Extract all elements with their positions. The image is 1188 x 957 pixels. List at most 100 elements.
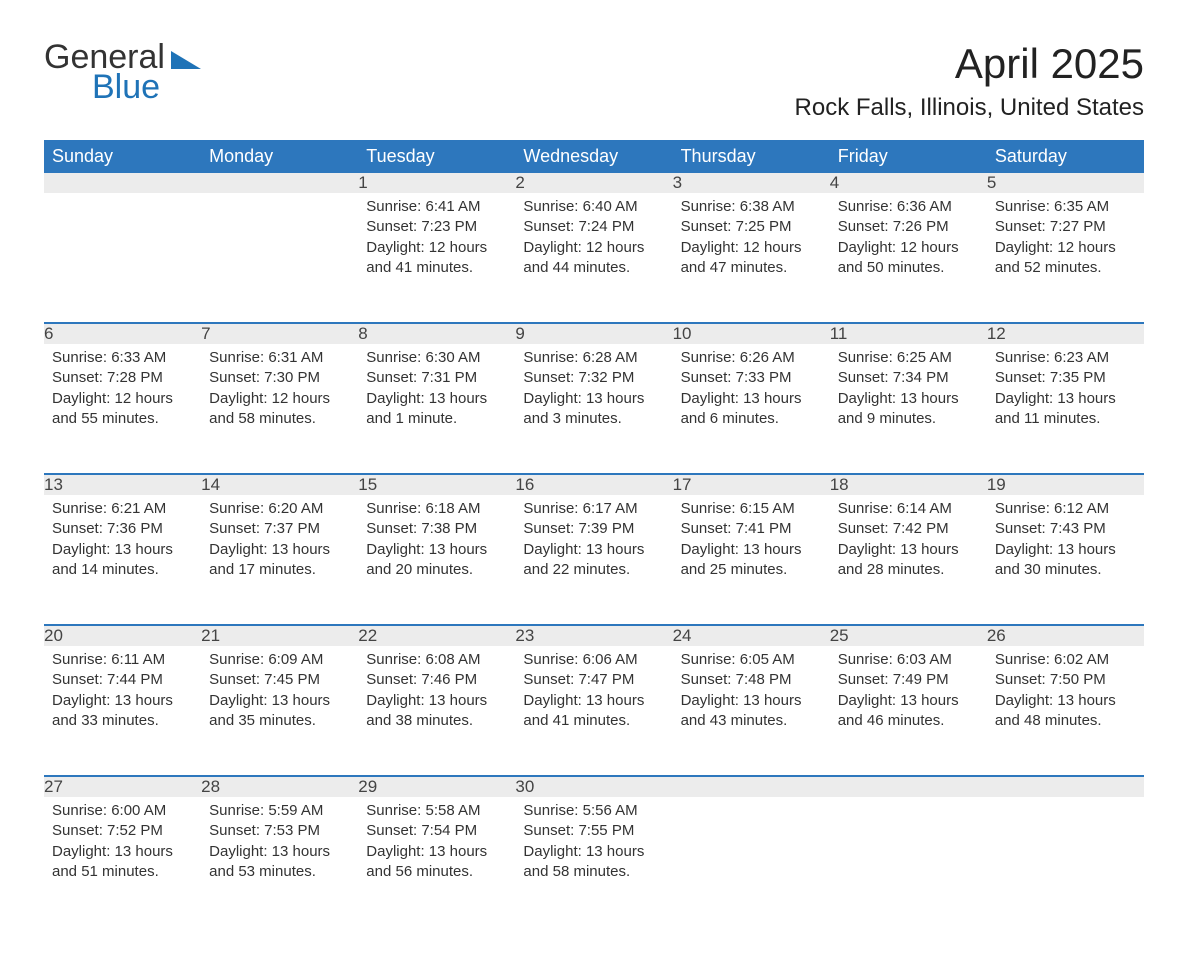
daylight-text: Daylight: 13 hours and 46 minutes.: [838, 691, 979, 732]
day-details: Sunrise: 6:35 AMSunset: 7:27 PMDaylight:…: [987, 193, 1144, 288]
daylight-text: Daylight: 13 hours and 58 minutes.: [523, 842, 664, 883]
day-number-cell: 1: [358, 173, 515, 193]
sunrise-text: Sunrise: 6:09 AM: [209, 650, 350, 670]
day-cell: Sunrise: 6:31 AMSunset: 7:30 PMDaylight:…: [201, 344, 358, 474]
day-details: Sunrise: 6:05 AMSunset: 7:48 PMDaylight:…: [673, 646, 830, 741]
day-cell: Sunrise: 5:58 AMSunset: 7:54 PMDaylight:…: [358, 797, 515, 927]
sunset-text: Sunset: 7:50 PM: [995, 670, 1136, 690]
day-cell: [673, 797, 830, 927]
sunset-text: Sunset: 7:45 PM: [209, 670, 350, 690]
daylight-text: Daylight: 13 hours and 11 minutes.: [995, 389, 1136, 430]
day-number-cell: [987, 776, 1144, 797]
logo: General Blue: [44, 40, 201, 104]
daylight-text: Daylight: 13 hours and 56 minutes.: [366, 842, 507, 883]
day-cell: Sunrise: 6:35 AMSunset: 7:27 PMDaylight:…: [987, 193, 1144, 323]
sunset-text: Sunset: 7:52 PM: [52, 821, 193, 841]
sunset-text: Sunset: 7:55 PM: [523, 821, 664, 841]
day-number-cell: [673, 776, 830, 797]
sunrise-text: Sunrise: 5:59 AM: [209, 801, 350, 821]
day-details: Sunrise: 6:00 AMSunset: 7:52 PMDaylight:…: [44, 797, 201, 892]
day-details: Sunrise: 6:28 AMSunset: 7:32 PMDaylight:…: [515, 344, 672, 439]
day-number-cell: 24: [673, 625, 830, 646]
day-header: Sunday: [44, 140, 201, 173]
day-details: Sunrise: 6:33 AMSunset: 7:28 PMDaylight:…: [44, 344, 201, 439]
day-number-cell: 22: [358, 625, 515, 646]
day-number-cell: 20: [44, 625, 201, 646]
month-title: April 2025: [795, 40, 1144, 88]
sunrise-text: Sunrise: 6:21 AM: [52, 499, 193, 519]
day-details: Sunrise: 5:56 AMSunset: 7:55 PMDaylight:…: [515, 797, 672, 892]
day-cell: Sunrise: 6:23 AMSunset: 7:35 PMDaylight:…: [987, 344, 1144, 474]
day-cell: Sunrise: 6:25 AMSunset: 7:34 PMDaylight:…: [830, 344, 987, 474]
sunrise-text: Sunrise: 6:11 AM: [52, 650, 193, 670]
day-cell: Sunrise: 5:59 AMSunset: 7:53 PMDaylight:…: [201, 797, 358, 927]
day-details: Sunrise: 6:38 AMSunset: 7:25 PMDaylight:…: [673, 193, 830, 288]
daylight-text: Daylight: 13 hours and 28 minutes.: [838, 540, 979, 581]
day-number-row: 20212223242526: [44, 625, 1144, 646]
sunset-text: Sunset: 7:36 PM: [52, 519, 193, 539]
day-cell: Sunrise: 6:38 AMSunset: 7:25 PMDaylight:…: [673, 193, 830, 323]
day-cell: Sunrise: 6:30 AMSunset: 7:31 PMDaylight:…: [358, 344, 515, 474]
day-number-cell: 27: [44, 776, 201, 797]
sunset-text: Sunset: 7:26 PM: [838, 217, 979, 237]
day-number-cell: 10: [673, 323, 830, 344]
sunrise-text: Sunrise: 6:15 AM: [681, 499, 822, 519]
daylight-text: Daylight: 13 hours and 33 minutes.: [52, 691, 193, 732]
day-number-cell: [201, 173, 358, 193]
daylight-text: Daylight: 13 hours and 51 minutes.: [52, 842, 193, 883]
day-details: Sunrise: 6:30 AMSunset: 7:31 PMDaylight:…: [358, 344, 515, 439]
sunrise-text: Sunrise: 6:30 AM: [366, 348, 507, 368]
daylight-text: Daylight: 13 hours and 3 minutes.: [523, 389, 664, 430]
sunset-text: Sunset: 7:49 PM: [838, 670, 979, 690]
day-number-cell: 16: [515, 474, 672, 495]
sunrise-text: Sunrise: 6:40 AM: [523, 197, 664, 217]
day-cell: Sunrise: 5:56 AMSunset: 7:55 PMDaylight:…: [515, 797, 672, 927]
sunrise-text: Sunrise: 6:38 AM: [681, 197, 822, 217]
day-number-row: 12345: [44, 173, 1144, 193]
location-text: Rock Falls, Illinois, United States: [795, 94, 1144, 122]
sunrise-text: Sunrise: 6:14 AM: [838, 499, 979, 519]
day-number-cell: 25: [830, 625, 987, 646]
daylight-text: Daylight: 13 hours and 17 minutes.: [209, 540, 350, 581]
sunset-text: Sunset: 7:48 PM: [681, 670, 822, 690]
day-details: Sunrise: 6:11 AMSunset: 7:44 PMDaylight:…: [44, 646, 201, 741]
day-number-cell: 9: [515, 323, 672, 344]
day-cell: Sunrise: 6:05 AMSunset: 7:48 PMDaylight:…: [673, 646, 830, 776]
day-number-cell: 4: [830, 173, 987, 193]
day-details: Sunrise: 6:25 AMSunset: 7:34 PMDaylight:…: [830, 344, 987, 439]
sunset-text: Sunset: 7:42 PM: [838, 519, 979, 539]
day-number-row: 13141516171819: [44, 474, 1144, 495]
day-header: Friday: [830, 140, 987, 173]
day-cell: Sunrise: 6:21 AMSunset: 7:36 PMDaylight:…: [44, 495, 201, 625]
day-number-cell: 8: [358, 323, 515, 344]
day-cell: Sunrise: 6:11 AMSunset: 7:44 PMDaylight:…: [44, 646, 201, 776]
sunset-text: Sunset: 7:23 PM: [366, 217, 507, 237]
day-details: Sunrise: 6:03 AMSunset: 7:49 PMDaylight:…: [830, 646, 987, 741]
day-number-cell: 21: [201, 625, 358, 646]
sunset-text: Sunset: 7:37 PM: [209, 519, 350, 539]
day-cell: Sunrise: 6:17 AMSunset: 7:39 PMDaylight:…: [515, 495, 672, 625]
day-cell: [201, 193, 358, 323]
day-cell: Sunrise: 6:09 AMSunset: 7:45 PMDaylight:…: [201, 646, 358, 776]
day-header: Thursday: [673, 140, 830, 173]
day-cell: Sunrise: 6:41 AMSunset: 7:23 PMDaylight:…: [358, 193, 515, 323]
day-details: Sunrise: 6:15 AMSunset: 7:41 PMDaylight:…: [673, 495, 830, 590]
day-cell: Sunrise: 6:20 AMSunset: 7:37 PMDaylight:…: [201, 495, 358, 625]
daylight-text: Daylight: 12 hours and 41 minutes.: [366, 238, 507, 279]
header: General Blue April 2025 Rock Falls, Illi…: [44, 40, 1144, 122]
sunrise-text: Sunrise: 5:58 AM: [366, 801, 507, 821]
day-details: Sunrise: 6:14 AMSunset: 7:42 PMDaylight:…: [830, 495, 987, 590]
logo-mark-icon: [171, 51, 201, 69]
day-details: Sunrise: 6:02 AMSunset: 7:50 PMDaylight:…: [987, 646, 1144, 741]
sunset-text: Sunset: 7:41 PM: [681, 519, 822, 539]
sunset-text: Sunset: 7:39 PM: [523, 519, 664, 539]
daylight-text: Daylight: 13 hours and 25 minutes.: [681, 540, 822, 581]
day-details: Sunrise: 6:40 AMSunset: 7:24 PMDaylight:…: [515, 193, 672, 288]
sunrise-text: Sunrise: 6:41 AM: [366, 197, 507, 217]
sunrise-text: Sunrise: 6:31 AM: [209, 348, 350, 368]
sunrise-text: Sunrise: 6:03 AM: [838, 650, 979, 670]
day-number-cell: 5: [987, 173, 1144, 193]
daylight-text: Daylight: 13 hours and 1 minute.: [366, 389, 507, 430]
day-details: Sunrise: 6:21 AMSunset: 7:36 PMDaylight:…: [44, 495, 201, 590]
daylight-text: Daylight: 12 hours and 50 minutes.: [838, 238, 979, 279]
